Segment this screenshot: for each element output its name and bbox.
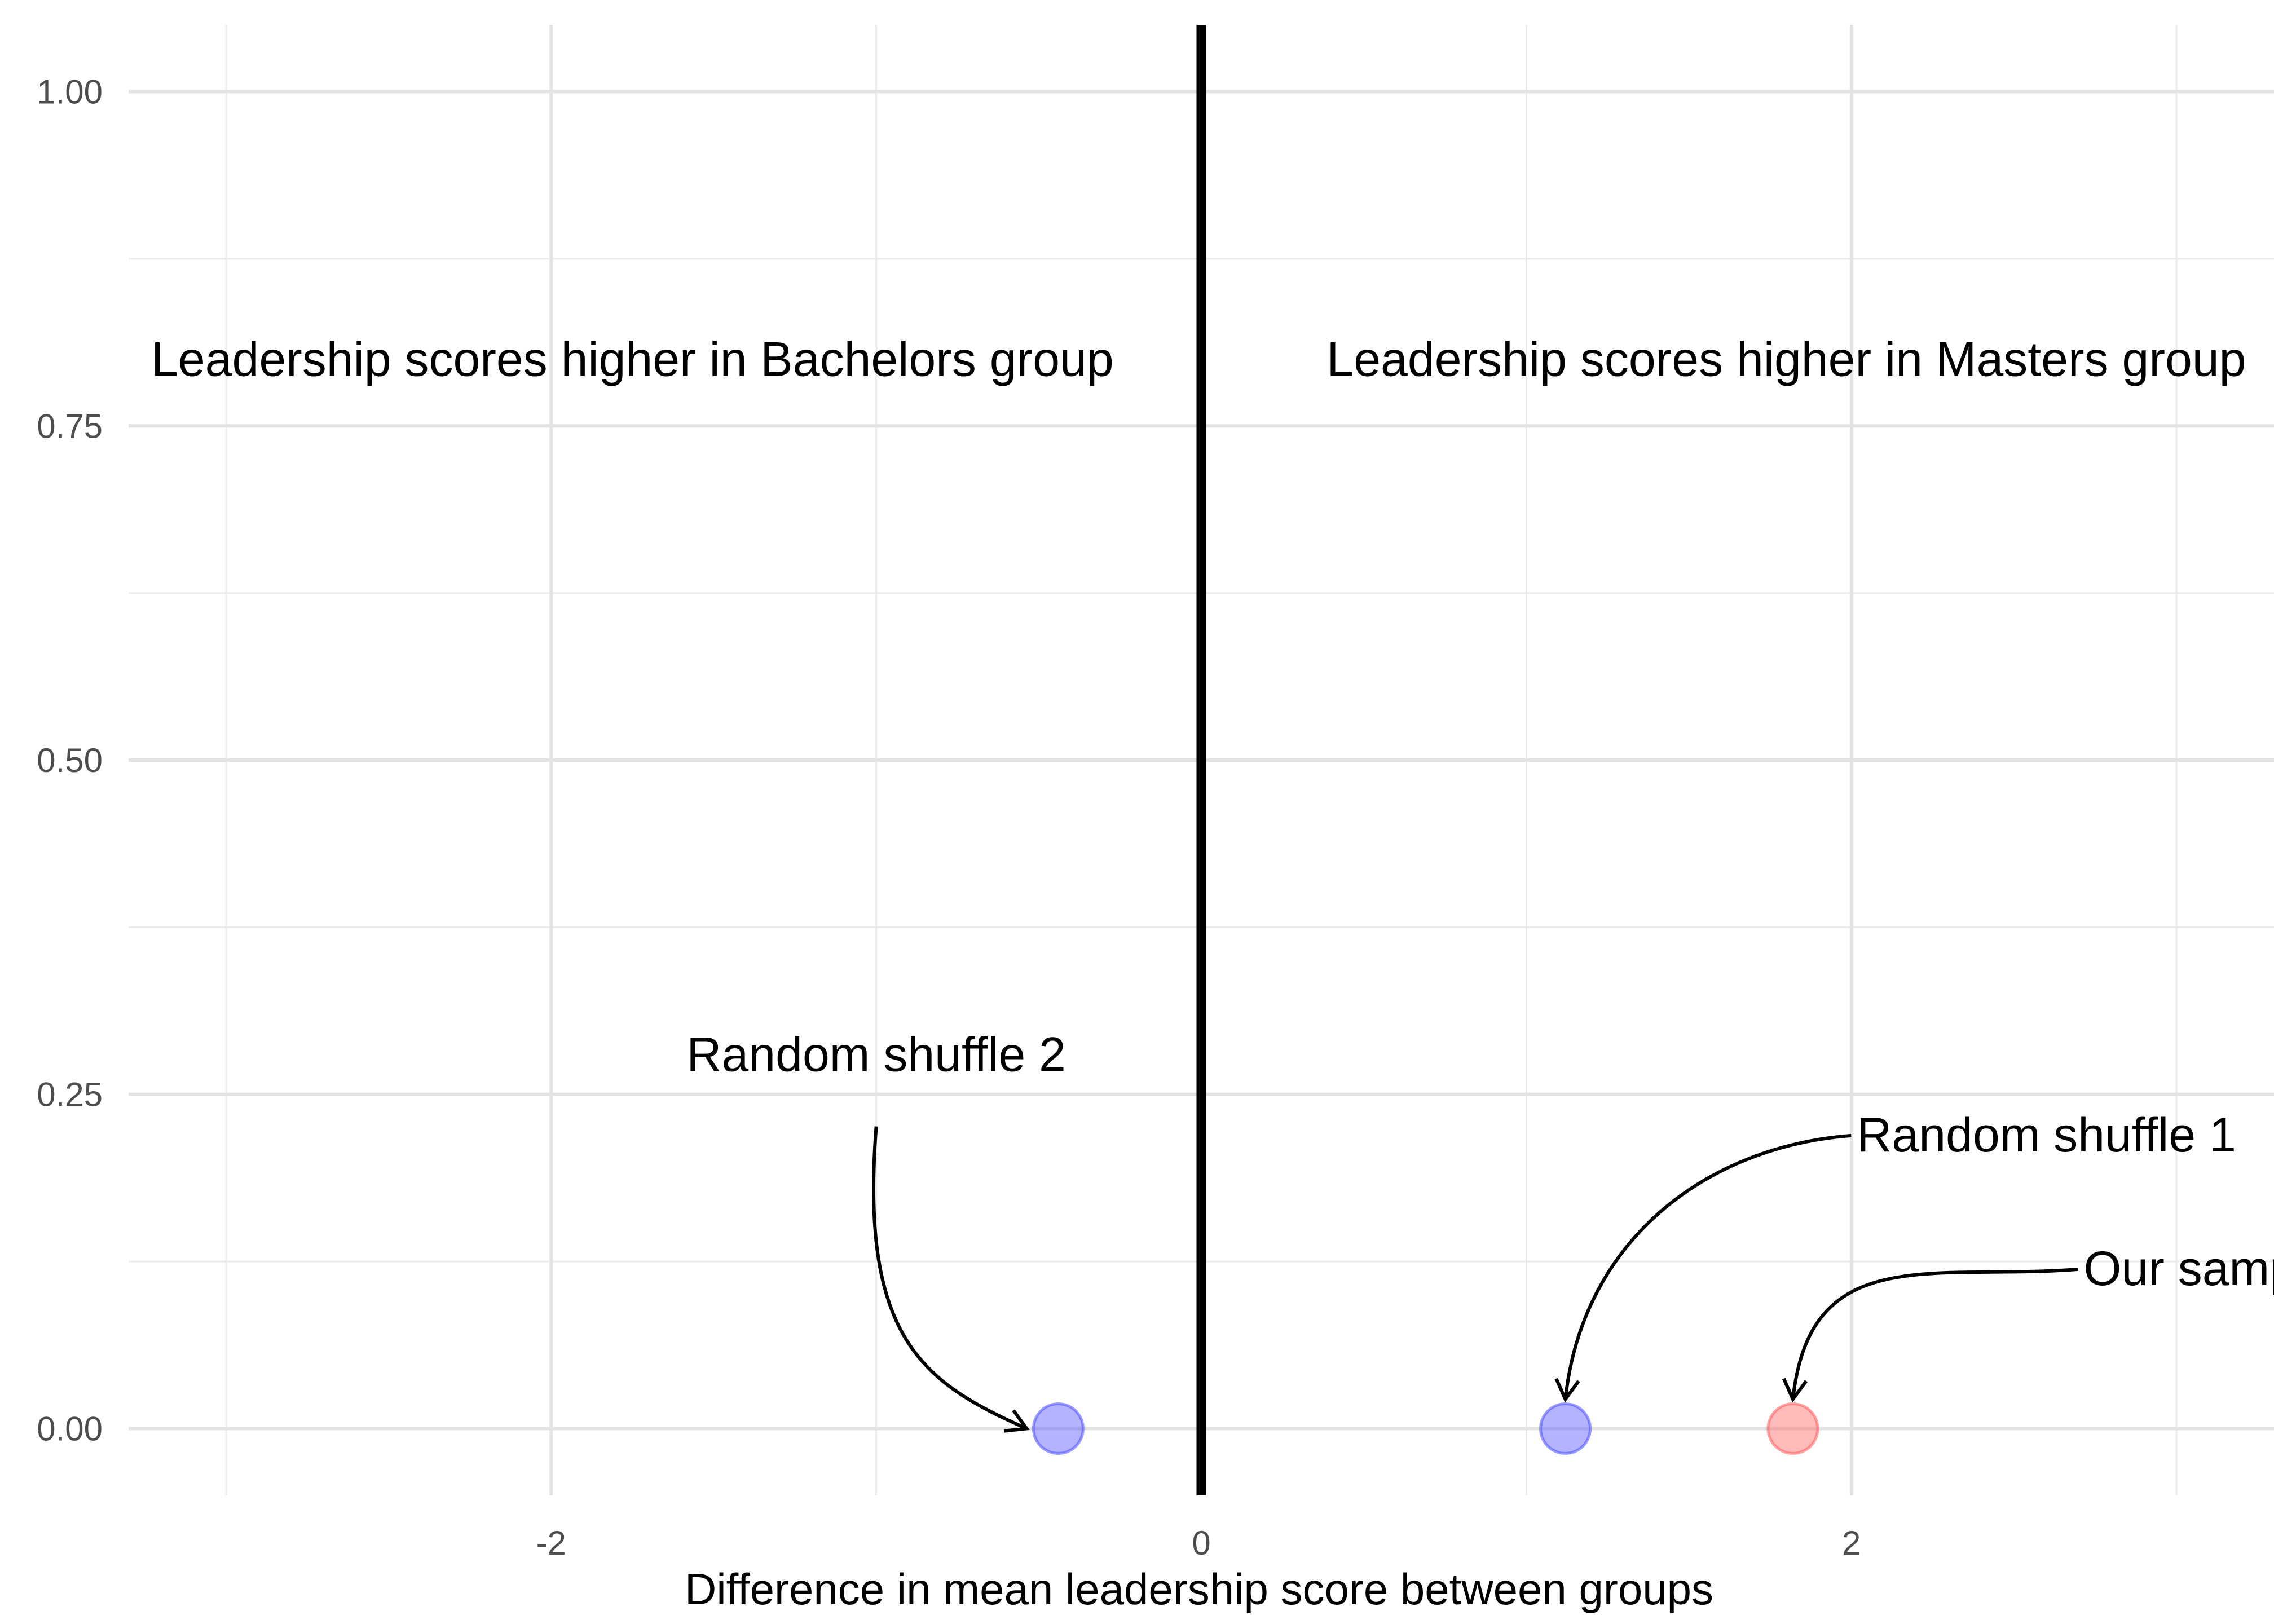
y-tick-label: 0.75	[37, 407, 103, 445]
y-tick-label: 0.25	[37, 1076, 103, 1114]
annotation-label: Random shuffle 1	[1857, 1108, 2236, 1162]
data-point	[1032, 1402, 1085, 1455]
annotation-arrowhead	[1004, 1409, 1030, 1433]
data-point	[1539, 1402, 1592, 1455]
annotation-arrow	[1563, 1133, 1852, 1400]
annotations-layer: Leadership scores higher in Bachelors gr…	[151, 333, 2274, 1433]
annotation-arrowhead	[1554, 1378, 1580, 1403]
x-axis-title: Difference in mean leadership score betw…	[685, 1564, 1713, 1614]
y-tick-label: 0.50	[37, 742, 103, 779]
data-point	[1766, 1402, 1819, 1455]
x-tick-label: -2	[536, 1524, 566, 1562]
y-tick-label: 0.00	[37, 1410, 103, 1448]
points-layer	[1032, 1402, 1819, 1455]
tick-labels: -2 0 2 0.00 0.25 0.50 0.75 1.00	[37, 73, 1861, 1562]
region-label: Leadership scores higher in Masters grou…	[1326, 333, 2246, 387]
annotation-label: Our sample	[2083, 1242, 2274, 1296]
region-label: Leadership scores higher in Bachelors gr…	[151, 333, 1114, 387]
x-tick-label: 0	[1192, 1524, 1210, 1562]
annotation-label: Random shuffle 2	[686, 1028, 1066, 1082]
annotation-arrow	[1791, 1267, 2078, 1400]
y-tick-label: 1.00	[37, 73, 103, 111]
annotation-arrow	[871, 1126, 1028, 1431]
annotation-arrowhead	[1782, 1378, 1808, 1403]
x-tick-label: 2	[1842, 1524, 1861, 1562]
